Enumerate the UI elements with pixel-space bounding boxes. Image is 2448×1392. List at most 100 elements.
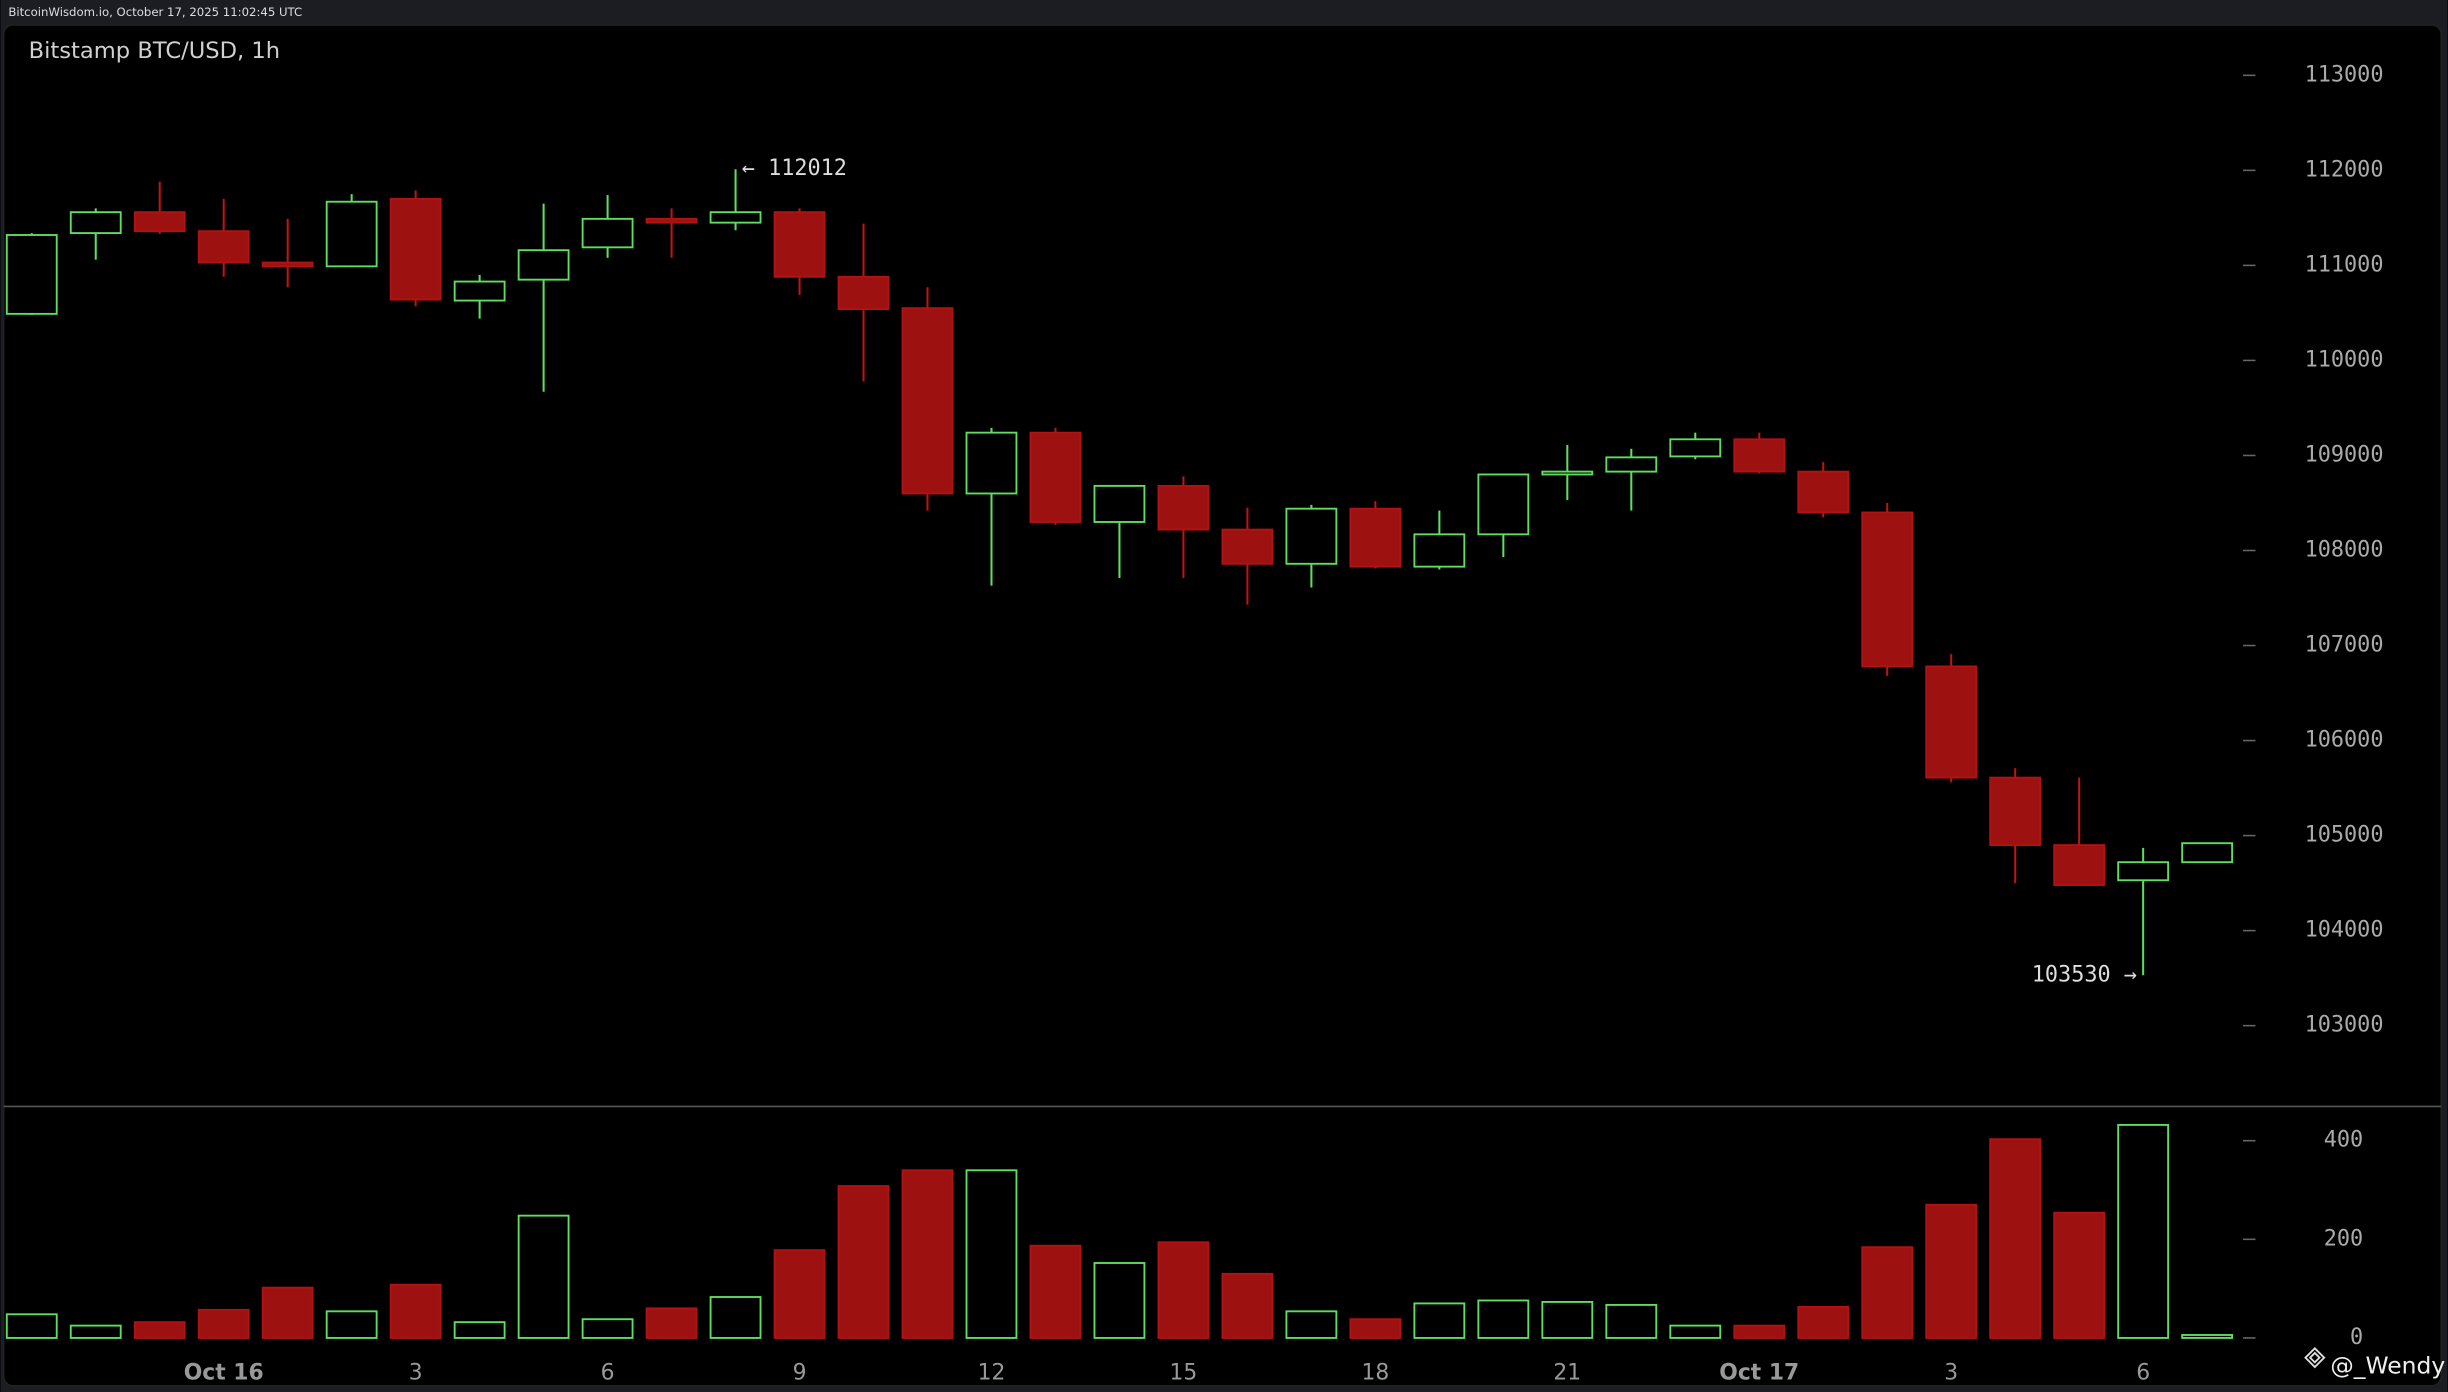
volume-bar (261, 1286, 314, 1339)
volume-bar (1733, 1324, 1786, 1339)
chart-panel (2, 24, 2442, 1387)
chart-title: Bitstamp BTC/USD, 1h (29, 38, 281, 64)
candle-body (581, 217, 634, 249)
candle-body (1669, 438, 1722, 458)
volume-bar (69, 1324, 122, 1339)
watermark-logo (2304, 1346, 2326, 1369)
candle-body (1797, 470, 1850, 514)
candle-body (1221, 528, 1274, 565)
x-tick-label: Oct 17 (1719, 1360, 1799, 1385)
watermark: @_Wendy (2330, 1352, 2445, 1380)
candle-body (1925, 665, 1978, 779)
volume-bar (709, 1296, 762, 1339)
candle-body (965, 431, 1018, 495)
y-tick-label: 108000 (2305, 537, 2384, 562)
volume-bar (901, 1169, 954, 1339)
candle-body (389, 197, 442, 301)
volume-bar (965, 1169, 1018, 1339)
candle-body (1733, 438, 1786, 473)
x-tick-label: 6 (2136, 1360, 2150, 1385)
volume-bar (1093, 1262, 1146, 1339)
x-tick-label: 3 (409, 1360, 423, 1385)
candle-body (1477, 473, 1530, 536)
x-tick-label: Oct 16 (184, 1360, 264, 1385)
volume-bar (2053, 1211, 2106, 1339)
candle-body (1157, 484, 1210, 531)
y-tick-label: 112000 (2305, 157, 2384, 182)
y-tick-label: 104000 (2305, 918, 2384, 943)
volume-bar (1605, 1303, 1658, 1339)
candle-body (197, 230, 250, 264)
x-tick-label: 21 (1553, 1360, 1581, 1385)
candle-body (2181, 842, 2234, 864)
volume-bar (1029, 1244, 1082, 1339)
candle-body (1093, 484, 1146, 523)
candle-body (517, 249, 570, 281)
volume-bar (1541, 1301, 1594, 1339)
y-tick-label: 109000 (2305, 442, 2384, 467)
volume-bar (1413, 1302, 1466, 1339)
candle-body (261, 261, 314, 268)
candle-body (1029, 431, 1082, 523)
volume-bar (645, 1307, 698, 1339)
y-tick-label: 103000 (2305, 1013, 2384, 1038)
candle-body (5, 234, 58, 315)
candle-body (1861, 511, 1914, 668)
candle-body (837, 275, 890, 311)
x-tick-label: 3 (1944, 1360, 1958, 1385)
candle-body (709, 211, 762, 224)
volume-bar (1989, 1138, 2042, 1339)
volume-bar (197, 1308, 250, 1339)
candle-body (1349, 507, 1402, 568)
candle-body (325, 200, 378, 268)
volume-tick-label: 0 (2350, 1325, 2363, 1350)
annotation: 103530 → (2032, 962, 2137, 987)
volume-bar (1221, 1272, 1274, 1339)
volume-bar (453, 1321, 506, 1339)
volume-bar (2117, 1123, 2170, 1339)
candle-body (773, 211, 826, 278)
volume-bar (581, 1318, 634, 1339)
y-tick-label: 106000 (2305, 728, 2384, 753)
volume-bar (773, 1249, 826, 1339)
candle-body (1285, 507, 1338, 565)
y-tick-label: 105000 (2305, 823, 2384, 848)
annotation: ← 112012 (742, 156, 847, 181)
candle-body (133, 211, 186, 233)
candle-body (1541, 470, 1594, 476)
volume-bar (1349, 1318, 1402, 1339)
candle-body (1605, 456, 1658, 473)
volume-bar (1925, 1203, 1978, 1339)
volume-bar (1285, 1310, 1338, 1339)
volume-bar (1861, 1246, 1914, 1339)
x-tick-label: 18 (1361, 1360, 1389, 1385)
volume-tick-label: 400 (2324, 1128, 2363, 1153)
y-tick-label: 107000 (2305, 633, 2384, 658)
candle-body (901, 307, 954, 495)
header-text: BitcoinWisdom.io, October 17, 2025 11:02… (8, 5, 302, 19)
candle-body (1989, 776, 2042, 847)
volume-bar (133, 1321, 186, 1339)
candle-body (1413, 533, 1466, 568)
volume-bar (1669, 1324, 1722, 1339)
volume-bar (325, 1310, 378, 1339)
volume-bar (2181, 1334, 2234, 1339)
y-tick-label: 110000 (2305, 347, 2384, 372)
volume-bar (517, 1214, 570, 1339)
volume-bar (1797, 1305, 1850, 1339)
x-tick-label: 6 (601, 1360, 615, 1385)
candle-body (2117, 861, 2170, 882)
volume-bar (389, 1283, 442, 1339)
volume-bar (837, 1185, 890, 1339)
x-tick-label: 15 (1170, 1360, 1198, 1385)
candle-body (645, 217, 698, 224)
volume-bar (1157, 1241, 1210, 1339)
volume-bar (5, 1313, 58, 1339)
volume-tick-label: 200 (2324, 1226, 2363, 1251)
candle-body (453, 280, 506, 302)
x-tick-label: 12 (978, 1360, 1006, 1385)
x-tick-label: 9 (793, 1360, 807, 1385)
candle-body (2053, 844, 2106, 886)
